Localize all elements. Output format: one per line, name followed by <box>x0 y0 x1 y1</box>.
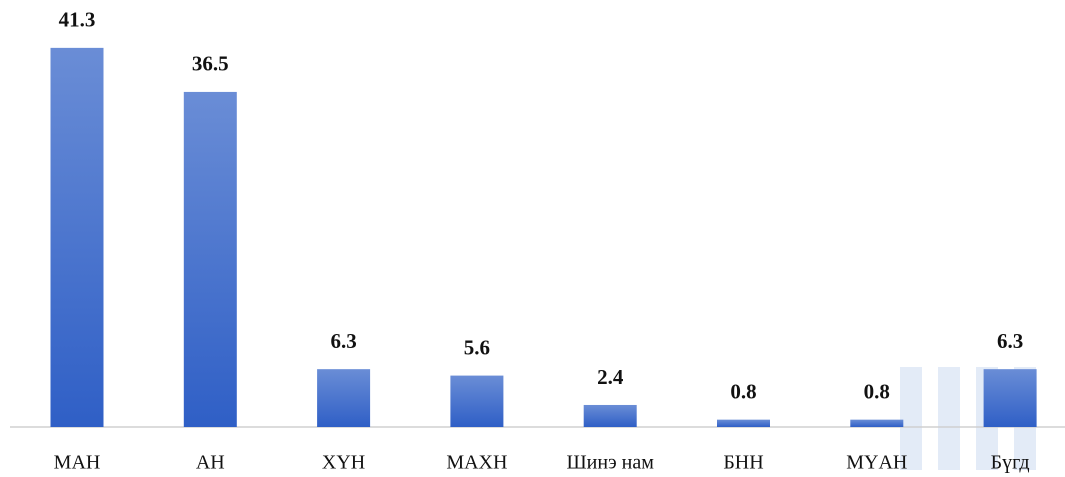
x-tick-label: МАХН <box>446 452 507 474</box>
value-label: 5.6 <box>464 335 490 359</box>
x-tick-label: АН <box>196 452 225 474</box>
bar <box>183 91 237 428</box>
value-label: 36.5 <box>192 52 229 76</box>
value-label: 41.3 <box>59 8 96 32</box>
value-label: 2.4 <box>597 365 624 389</box>
bar <box>450 375 504 427</box>
x-tick-label: БНН <box>723 452 763 474</box>
x-tick-label: Бүгд <box>991 452 1030 474</box>
bar <box>850 419 904 427</box>
x-tick-label: МАН <box>54 452 101 474</box>
x-tick-label: МҮАН <box>846 452 907 474</box>
value-label: 6.3 <box>330 329 356 353</box>
bar <box>317 369 371 427</box>
bar <box>583 404 637 427</box>
value-label: 0.8 <box>864 379 890 403</box>
bar <box>717 419 770 427</box>
x-tick-label: Шинэ нам <box>566 452 654 474</box>
value-label: 0.8 <box>730 379 756 403</box>
value-label: 6.3 <box>997 329 1023 353</box>
x-tick-label: ХҮН <box>322 452 365 474</box>
bar <box>50 47 104 428</box>
bar <box>983 369 1037 427</box>
